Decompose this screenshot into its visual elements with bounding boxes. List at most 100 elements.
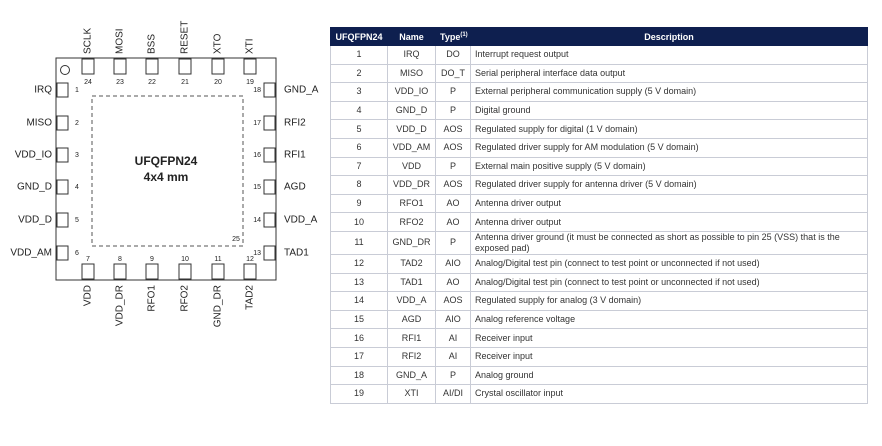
pin-name: AGD [284, 182, 306, 193]
header-cell: UFQFPN24 [330, 27, 388, 46]
table-row: 9 RFO1 AO Antenna driver output [330, 193, 868, 214]
table-cell: 8 [330, 175, 388, 195]
pin-name: VDD_A [284, 215, 318, 226]
table-cell: Regulated supply for analog (3 V domain) [470, 291, 868, 311]
table-row: 13 TAD1 AO Analog/Digital test pin (connect… [330, 272, 868, 293]
table-cell: Analog reference voltage [470, 309, 868, 330]
header-cell: Description [470, 27, 868, 46]
table-cell: Regulated driver supply for AM modulatio… [470, 137, 868, 158]
table-cell: 11 [330, 230, 388, 255]
table-cell: AI [435, 346, 471, 367]
pin-number: 6 [75, 250, 79, 257]
pin-name: GND_D [17, 182, 52, 193]
pin-number: 22 [148, 79, 156, 86]
pin-pad [145, 58, 159, 75]
pin-name: IRQ [34, 85, 52, 96]
table-row: 3 VDD_IO P External peripheral communicatio… [330, 82, 868, 102]
pin-number: 24 [84, 79, 92, 86]
table-cell: DO_T [435, 63, 471, 84]
table-cell: RFI1 [387, 328, 436, 348]
pad-number: 25 [232, 236, 240, 243]
table-row: 16 RFI1 AI Receiver input [330, 328, 868, 348]
table-cell: P [435, 100, 471, 121]
table-row: 19 XTI AI/DI Crystal oscillator input [330, 384, 868, 404]
table-cell: AO [435, 193, 471, 214]
table-cell: P [435, 156, 471, 177]
table-cell: DO [435, 45, 471, 65]
table-row: 4 GND_D P Digital ground [330, 100, 868, 121]
pin-name: TAD1 [284, 248, 309, 259]
pin-name: TAD2 [245, 285, 256, 310]
pin-number: 18 [253, 87, 261, 94]
pin-number: 15 [253, 184, 261, 191]
table-cell: AIO [435, 253, 471, 274]
pin-number: 16 [253, 152, 261, 159]
table-cell: P [435, 82, 471, 102]
header-cell: Name [387, 27, 436, 46]
table-cell: Antenna driver ground (it must be connec… [470, 230, 868, 255]
pin-pad [113, 263, 127, 280]
header-cell: Type(1) [435, 27, 471, 46]
table-cell: GND_D [387, 100, 436, 121]
pin-name: VDD_D [18, 215, 52, 226]
pin-name: VDD [83, 285, 94, 306]
table-row: 11 GND_DR P Antenna driver ground (it must … [330, 230, 868, 255]
table-cell: GND_DR [387, 230, 436, 255]
pin-pad [263, 147, 276, 163]
table-row: 6 VDD_AM AOS Regulated driver supply for AM… [330, 137, 868, 158]
pin-number: 4 [75, 184, 79, 191]
pin-pad [263, 245, 276, 261]
table-cell: 3 [330, 82, 388, 102]
table-cell: 17 [330, 346, 388, 367]
table-cell: TAD1 [387, 272, 436, 293]
table-cell: Antenna driver output [470, 193, 868, 214]
table-cell: 7 [330, 156, 388, 177]
pin-pad [263, 82, 276, 98]
table-cell: XTI [387, 384, 436, 404]
pin-pad [56, 212, 69, 228]
pin-name: VDD_DR [115, 285, 126, 326]
table-cell: RFO1 [387, 193, 436, 214]
table-cell: Analog/Digital test pin (connect to test… [470, 253, 868, 274]
pin-table: UFQFPN24 Name Type(1) Description 1 IRQ DO… [330, 27, 868, 404]
table-cell: TAD2 [387, 253, 436, 274]
table-cell: AO [435, 212, 471, 232]
pin1-marker [60, 65, 70, 75]
table-cell: 19 [330, 384, 388, 404]
pin-pad [81, 58, 95, 75]
table-cell: VDD_AM [387, 137, 436, 158]
pin-pad [263, 115, 276, 131]
pin-pad [243, 263, 257, 280]
table-cell: VDD_DR [387, 175, 436, 195]
pin-name: RFI2 [284, 118, 306, 129]
table-cell: 12 [330, 253, 388, 274]
table-cell: Regulated driver supply for antenna driv… [470, 175, 868, 195]
pin-number: 9 [150, 256, 154, 263]
table-cell: 9 [330, 193, 388, 214]
table-cell: VDD_D [387, 119, 436, 139]
pin-pad [211, 263, 225, 280]
table-cell: 18 [330, 365, 388, 386]
table-row: 8 VDD_DR AOS Regulated driver supply for an… [330, 175, 868, 195]
table-cell: Regulated supply for digital (1 V domain… [470, 119, 868, 139]
table-cell: AOS [435, 175, 471, 195]
table-cell: IRQ [387, 45, 436, 65]
pin-name: GND_DR [213, 285, 224, 327]
table-cell: 14 [330, 291, 388, 311]
exposed-pad [91, 95, 244, 247]
pin-number: 19 [246, 79, 254, 86]
pin-pad [211, 58, 225, 75]
table-cell: 1 [330, 45, 388, 65]
pin-number: 13 [253, 250, 261, 257]
package-size: 4x4 mm [144, 170, 189, 184]
table-cell: 16 [330, 328, 388, 348]
pin-pad [56, 245, 69, 261]
table-cell: RFI2 [387, 346, 436, 367]
table-cell: AO [435, 272, 471, 293]
table-cell: AOS [435, 291, 471, 311]
table-row: 12 TAD2 AIO Analog/Digital test pin (connec… [330, 253, 868, 274]
table-cell: VDD [387, 156, 436, 177]
table-row: 14 VDD_A AOS Regulated supply for analog (3… [330, 291, 868, 311]
pin-number: 3 [75, 152, 79, 159]
pin-number: 20 [214, 79, 222, 86]
